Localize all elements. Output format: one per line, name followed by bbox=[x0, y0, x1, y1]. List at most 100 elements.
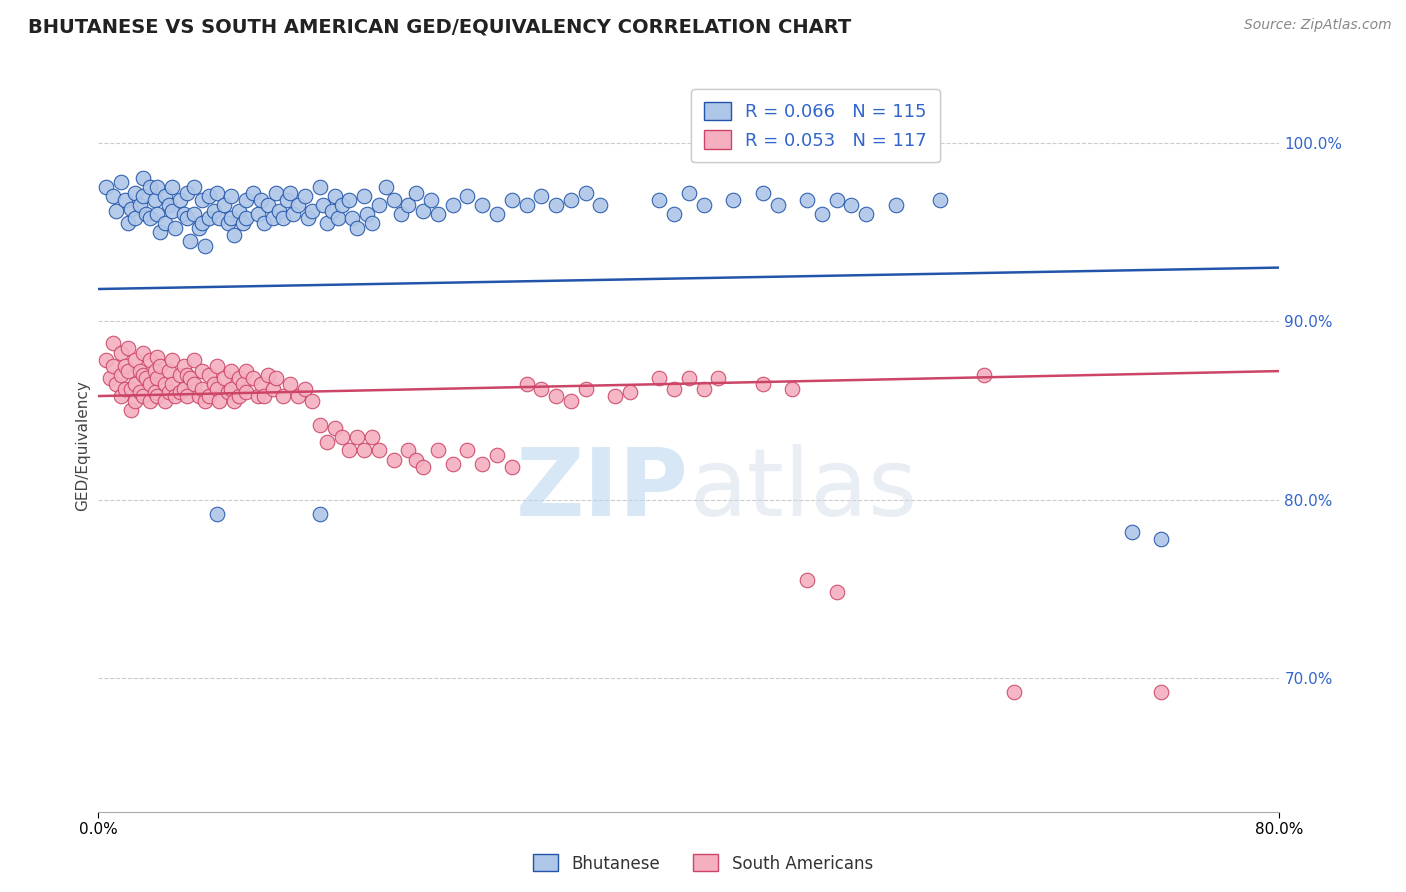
Point bbox=[486, 448, 509, 462]
Point bbox=[323, 421, 346, 435]
Point bbox=[427, 442, 450, 457]
Point bbox=[132, 368, 155, 382]
Point bbox=[262, 211, 284, 225]
Point bbox=[825, 585, 848, 599]
Point bbox=[224, 394, 246, 409]
Point bbox=[855, 207, 877, 221]
Point bbox=[132, 346, 155, 360]
Point bbox=[198, 211, 221, 225]
Point bbox=[179, 371, 201, 385]
Point bbox=[124, 353, 146, 368]
Point bbox=[219, 364, 242, 378]
Point bbox=[264, 371, 287, 385]
Point bbox=[205, 186, 228, 200]
Point bbox=[228, 371, 250, 385]
Point bbox=[128, 364, 150, 378]
Point bbox=[143, 364, 166, 378]
Point bbox=[208, 394, 231, 409]
Point bbox=[187, 389, 209, 403]
Point bbox=[619, 385, 641, 400]
Point bbox=[228, 389, 250, 403]
Point bbox=[176, 211, 198, 225]
Point bbox=[120, 202, 142, 216]
Point bbox=[294, 382, 316, 396]
Point bbox=[693, 198, 716, 212]
Point bbox=[515, 376, 537, 391]
Point bbox=[205, 382, 228, 396]
Point bbox=[191, 216, 214, 230]
Point bbox=[825, 193, 848, 207]
Point bbox=[707, 371, 730, 385]
Point bbox=[212, 371, 235, 385]
Point bbox=[276, 193, 298, 207]
Point bbox=[219, 189, 242, 203]
Point bbox=[810, 207, 832, 221]
Point bbox=[183, 207, 205, 221]
Point bbox=[530, 189, 553, 203]
Point bbox=[162, 180, 183, 194]
Point bbox=[242, 186, 264, 200]
Point bbox=[368, 442, 391, 457]
Point bbox=[143, 385, 166, 400]
Point bbox=[419, 193, 441, 207]
Point bbox=[1150, 532, 1173, 546]
Point bbox=[110, 346, 132, 360]
Point bbox=[287, 198, 309, 212]
Point bbox=[337, 193, 360, 207]
Point bbox=[321, 203, 343, 218]
Point bbox=[326, 211, 349, 225]
Point bbox=[405, 453, 427, 467]
Point bbox=[173, 359, 195, 373]
Point bbox=[162, 376, 183, 391]
Point bbox=[105, 376, 128, 391]
Point bbox=[191, 364, 214, 378]
Point bbox=[198, 389, 221, 403]
Point bbox=[117, 364, 139, 378]
Point bbox=[346, 221, 368, 235]
Point bbox=[173, 207, 195, 221]
Point bbox=[330, 198, 353, 212]
Point bbox=[191, 193, 214, 207]
Point bbox=[146, 350, 169, 364]
Point bbox=[693, 382, 716, 396]
Point bbox=[973, 368, 995, 382]
Point bbox=[153, 376, 176, 391]
Point bbox=[262, 382, 284, 396]
Point bbox=[427, 207, 450, 221]
Point bbox=[342, 211, 364, 225]
Point bbox=[928, 193, 950, 207]
Point bbox=[1121, 524, 1143, 539]
Point bbox=[157, 364, 180, 378]
Point bbox=[176, 389, 198, 403]
Point bbox=[110, 389, 132, 403]
Point bbox=[169, 368, 191, 382]
Point bbox=[396, 198, 419, 212]
Point bbox=[235, 364, 257, 378]
Point bbox=[253, 389, 276, 403]
Point bbox=[664, 382, 686, 396]
Point bbox=[257, 368, 280, 382]
Point bbox=[382, 453, 405, 467]
Point bbox=[146, 180, 169, 194]
Point bbox=[360, 216, 382, 230]
Point bbox=[271, 389, 294, 403]
Point bbox=[360, 430, 382, 444]
Point bbox=[202, 203, 225, 218]
Point bbox=[176, 186, 198, 200]
Point bbox=[103, 359, 125, 373]
Point bbox=[232, 376, 254, 391]
Point bbox=[796, 193, 818, 207]
Point bbox=[346, 430, 368, 444]
Point bbox=[114, 359, 136, 373]
Point bbox=[589, 198, 612, 212]
Point bbox=[124, 394, 146, 409]
Point bbox=[135, 207, 157, 221]
Point bbox=[98, 371, 121, 385]
Point bbox=[114, 193, 136, 207]
Point bbox=[382, 193, 405, 207]
Point bbox=[219, 382, 242, 396]
Point bbox=[139, 211, 162, 225]
Point bbox=[605, 389, 627, 403]
Point bbox=[94, 180, 117, 194]
Point bbox=[105, 203, 128, 218]
